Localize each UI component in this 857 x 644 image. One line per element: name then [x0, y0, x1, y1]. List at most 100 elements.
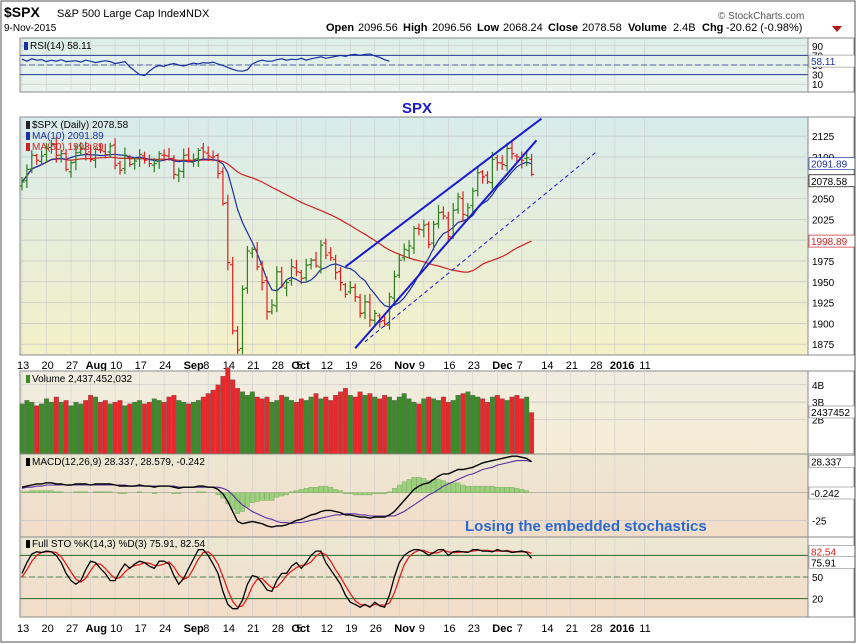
bottom-time-axis-label: 7	[517, 623, 523, 635]
macd-histogram-bar	[235, 492, 240, 514]
macd-histogram-bar	[274, 492, 280, 498]
chg-value: -20.62 (-0.98%)	[726, 22, 802, 34]
macd-histogram-bar	[347, 492, 353, 494]
volume-bar	[215, 384, 221, 455]
macd-histogram-bar	[122, 492, 128, 494]
open-label: Open	[326, 22, 354, 34]
volume-bar	[465, 391, 471, 455]
volume-bar	[230, 379, 236, 455]
macd-histogram-bar	[53, 491, 59, 493]
macd-histogram-bar	[367, 492, 373, 496]
price-time-axis-label: 21	[566, 360, 578, 372]
volume-bar	[362, 395, 368, 455]
volume-bar	[220, 376, 226, 455]
volume-bar	[161, 401, 167, 455]
volume-bar	[504, 400, 510, 455]
volume-bar	[514, 395, 520, 455]
price-time-axis-label: Sep	[184, 360, 204, 372]
volume-tick-label: 4B	[812, 381, 825, 392]
price-time-axis-label: 28	[272, 360, 284, 372]
bottom-time-axis-label: 20	[42, 623, 54, 635]
bottom-time-axis-label: Oct	[291, 623, 310, 635]
volume-bar	[333, 395, 339, 455]
macd-histogram-bar	[98, 491, 103, 493]
macd-histogram-bar	[298, 489, 304, 493]
macd-histogram-bar	[387, 491, 392, 493]
price-time-axis-label: 9	[419, 360, 425, 372]
bottom-time-axis-label: 19	[345, 623, 357, 635]
macd-histogram-bar	[455, 482, 461, 493]
ma10-axis-tag-label: 2091.89	[811, 160, 848, 171]
volume-bar	[240, 391, 245, 455]
macd-histogram-bar	[39, 490, 44, 493]
price-time-axis-label: 16	[443, 360, 455, 372]
macd-histogram-bar	[494, 487, 500, 493]
macd-histogram-bar	[357, 492, 363, 496]
support-trendline	[364, 152, 596, 343]
bottom-time-axis-label: 9	[419, 623, 425, 635]
macd-value-tag-label: 28.337	[811, 457, 842, 468]
bottom-time-axis-label: 21	[247, 623, 259, 635]
volume-bar	[97, 401, 103, 455]
bottom-time-axis-label: 11	[639, 623, 650, 635]
price-tick-label: 2125	[812, 132, 835, 143]
macd-histogram-bar	[259, 492, 265, 501]
rsi-tick-label: 90	[812, 42, 824, 53]
rsi-legend-swatch	[24, 42, 28, 50]
price-tick-label: 1900	[812, 319, 835, 330]
macd-histogram-bar	[171, 492, 177, 494]
date-text: 9-Nov-2015	[4, 23, 57, 34]
watermark-text: © StockCharts.com	[718, 11, 804, 22]
price-time-axis-label: 21	[247, 360, 259, 372]
open-value: 2096.56	[358, 22, 398, 34]
index-name-text: S&P 500 Large Cap Index	[57, 8, 185, 20]
macd-histogram-bar	[362, 492, 368, 496]
macd-histogram-bar	[254, 492, 260, 502]
macd-histogram-bar	[509, 487, 515, 493]
rsi-tick-label: 10	[812, 80, 824, 91]
macd-histogram-bar	[323, 485, 329, 493]
ma10-legend: MA(10) 2091.89	[32, 131, 104, 142]
macd-histogram-bar	[470, 485, 476, 493]
macd-histogram-bar	[73, 491, 79, 493]
volume-bar	[249, 391, 255, 455]
price-time-axis-label: 2016	[610, 360, 634, 372]
macd-histogram-bar	[475, 485, 481, 493]
chart-header: $SPX S&P 500 Large Cap Index INDX 9-Nov-…	[4, 4, 842, 34]
volume-bar	[34, 405, 40, 455]
price-time-axis-label: Oct	[291, 360, 310, 372]
macd-histogram-bar	[264, 492, 270, 501]
volume-bar	[269, 401, 275, 455]
price-time-axis-label: 19	[345, 360, 357, 372]
sto-d-line	[21, 549, 532, 608]
macd-histogram-bar	[411, 477, 417, 493]
volume-bar	[436, 400, 441, 455]
spx-annotation: SPX	[402, 100, 432, 117]
macd-histogram-bar	[392, 488, 397, 493]
volume-bar	[529, 412, 535, 455]
macd-histogram-bar	[230, 492, 236, 510]
macd-histogram-bar	[58, 491, 64, 493]
volume-panel: 4B 3B 2B Volume 2,437,452,032 2437452	[19, 367, 856, 455]
macd-histogram-bar	[465, 485, 471, 493]
volume-bar	[391, 400, 397, 455]
high-label: High	[403, 22, 428, 34]
volume-bar	[342, 388, 348, 455]
volume-bar	[494, 395, 500, 455]
volume-bar	[127, 403, 133, 455]
macd-legend: MACD(12,26,9) 28.337, 28.579, -0.242	[32, 457, 205, 468]
volume-bar	[382, 395, 388, 455]
volume-bar	[401, 393, 407, 455]
stochastics-annotation: Losing the embedded stochastics	[465, 518, 707, 535]
macd-histogram-bar	[499, 487, 505, 493]
volume-bar	[445, 401, 451, 455]
volume-bar	[372, 396, 378, 455]
macd-histogram-bar	[220, 492, 226, 499]
price-time-axis-label: 27	[66, 360, 78, 372]
bottom-time-axis-label: 27	[66, 623, 78, 635]
price-tick-label: 1950	[812, 278, 835, 289]
macd-histogram-bar	[102, 491, 108, 493]
macd-histogram-bar	[240, 492, 245, 512]
